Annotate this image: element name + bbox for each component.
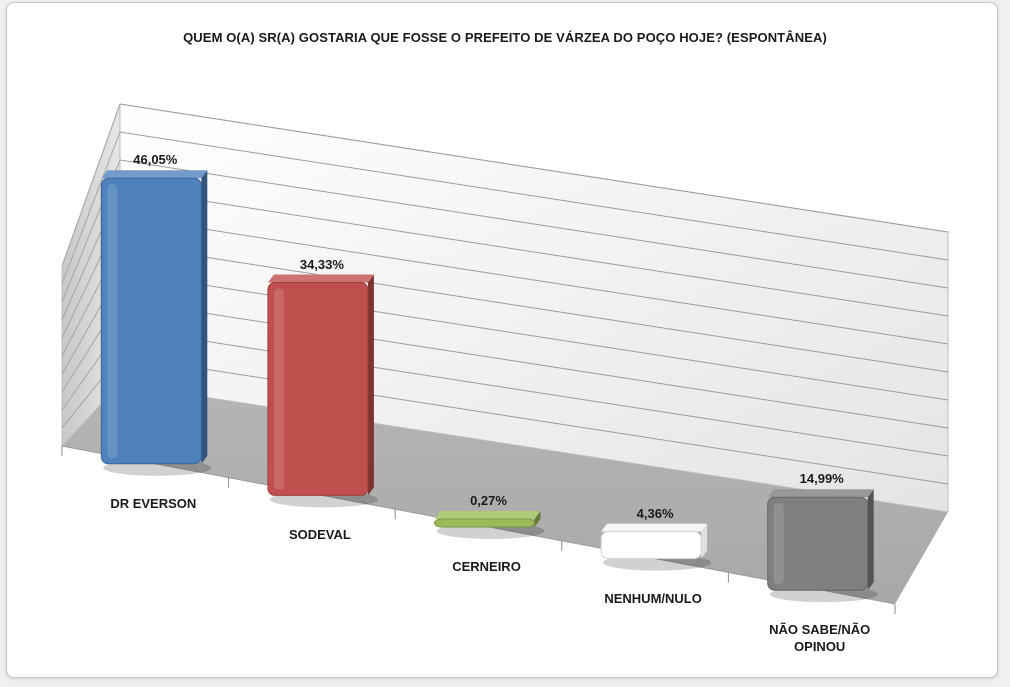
gridline xyxy=(119,355,949,485)
gridline-side xyxy=(61,103,121,267)
gridline xyxy=(119,187,949,317)
bar-top xyxy=(767,489,874,498)
gridline xyxy=(119,299,949,429)
bar xyxy=(267,274,378,508)
bar-highlight xyxy=(107,184,118,458)
bar-front xyxy=(434,518,535,528)
bar-highlight xyxy=(273,288,284,490)
bar xyxy=(434,511,545,539)
bar-highlight xyxy=(607,537,618,553)
bar-top xyxy=(434,511,541,519)
bar-front xyxy=(600,531,702,560)
gridlines xyxy=(61,103,949,485)
data-label: 0,27% xyxy=(470,493,507,508)
gridline xyxy=(119,243,949,373)
bar-side xyxy=(201,170,208,464)
data-label: 14,99% xyxy=(799,471,844,487)
bar xyxy=(767,489,878,603)
bar-side xyxy=(701,523,708,559)
bar xyxy=(600,523,712,571)
bar-top xyxy=(601,523,708,532)
bar-front xyxy=(267,282,369,496)
category-label: CERNEIRO xyxy=(452,559,521,574)
category-ticks xyxy=(61,446,896,614)
gridline xyxy=(119,215,949,345)
category-label: DR EVERSON xyxy=(110,495,197,511)
bar-front xyxy=(767,496,869,591)
gridline xyxy=(119,103,949,233)
category-label: NÃO SABE/NÃO OPINOU xyxy=(769,622,871,655)
bar-top xyxy=(267,274,374,283)
chart-title: QUEM O(A) SR(A) GOSTARIA QUE FOSSE O PRE… xyxy=(183,30,827,45)
bar-top xyxy=(101,170,208,179)
bar xyxy=(100,170,212,476)
data-label: 46,05% xyxy=(133,152,178,168)
gridline xyxy=(119,271,949,401)
bar-side xyxy=(367,274,374,496)
data-label: 34,33% xyxy=(299,256,344,272)
data-label: 4,36% xyxy=(636,505,674,521)
bars xyxy=(100,170,878,603)
bar-side xyxy=(534,511,541,527)
gridline-side xyxy=(61,131,121,285)
category-label: SODEVAL xyxy=(288,527,351,543)
gridline xyxy=(119,131,949,261)
category-label: NENHUM/NULO xyxy=(604,590,702,606)
bar-highlight xyxy=(773,503,784,585)
bar-side xyxy=(867,489,874,591)
bar-front xyxy=(100,177,202,465)
gridline xyxy=(119,327,949,457)
gridline xyxy=(119,159,949,289)
